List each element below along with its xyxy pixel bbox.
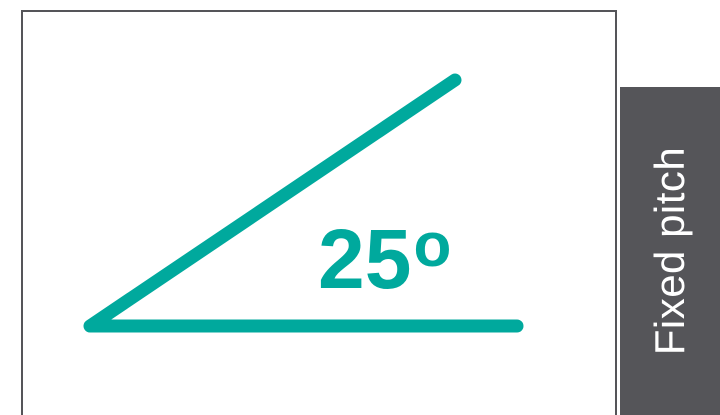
degree-symbol: o <box>413 211 452 280</box>
side-tab-label: Fixed pitch <box>646 146 693 356</box>
angle-number: 25 <box>318 212 412 306</box>
angle-lines <box>83 73 524 333</box>
angle-frame <box>21 10 617 415</box>
angle-value: 25o <box>318 196 452 306</box>
side-tab: Fixed pitch <box>620 87 720 415</box>
